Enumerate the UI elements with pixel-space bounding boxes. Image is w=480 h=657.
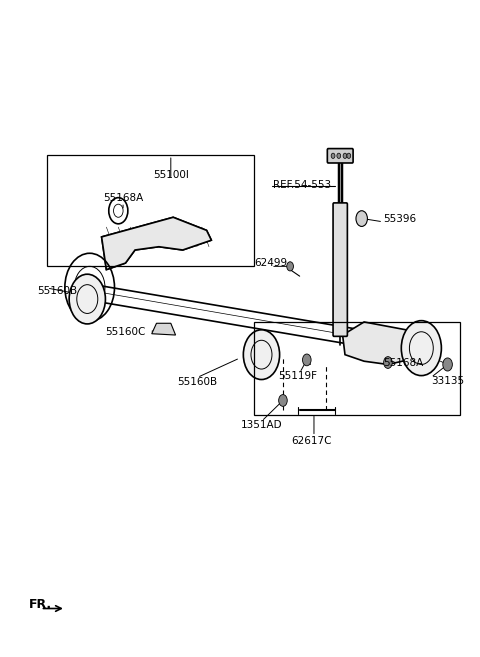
Polygon shape	[102, 217, 211, 269]
Text: 62617C: 62617C	[291, 436, 332, 446]
Text: 55396: 55396	[383, 214, 416, 223]
Circle shape	[69, 274, 106, 324]
Text: 62499: 62499	[254, 258, 288, 268]
Text: 33135: 33135	[431, 376, 464, 386]
Circle shape	[243, 330, 280, 380]
Circle shape	[401, 321, 442, 376]
FancyBboxPatch shape	[333, 203, 348, 336]
Text: 55160C: 55160C	[105, 327, 145, 337]
Circle shape	[337, 153, 341, 158]
Text: 55119F: 55119F	[278, 371, 317, 380]
Circle shape	[443, 358, 452, 371]
Circle shape	[347, 153, 351, 158]
Circle shape	[356, 211, 367, 227]
Text: 1351AD: 1351AD	[240, 420, 282, 430]
Text: 55168A: 55168A	[383, 357, 423, 367]
Circle shape	[331, 153, 335, 158]
Circle shape	[287, 261, 293, 271]
Text: REF.54-553: REF.54-553	[273, 179, 331, 190]
Circle shape	[279, 395, 287, 406]
Circle shape	[384, 357, 392, 369]
FancyBboxPatch shape	[327, 148, 353, 163]
Text: 55160B: 55160B	[37, 286, 77, 296]
Circle shape	[343, 153, 347, 158]
Text: 55160B: 55160B	[177, 377, 217, 387]
Circle shape	[302, 354, 311, 366]
Text: FR.: FR.	[29, 598, 52, 611]
Polygon shape	[343, 322, 421, 365]
Text: 55168A: 55168A	[103, 193, 143, 202]
Polygon shape	[152, 323, 176, 335]
Text: 55100I: 55100I	[153, 170, 189, 180]
Ellipse shape	[70, 286, 105, 311]
